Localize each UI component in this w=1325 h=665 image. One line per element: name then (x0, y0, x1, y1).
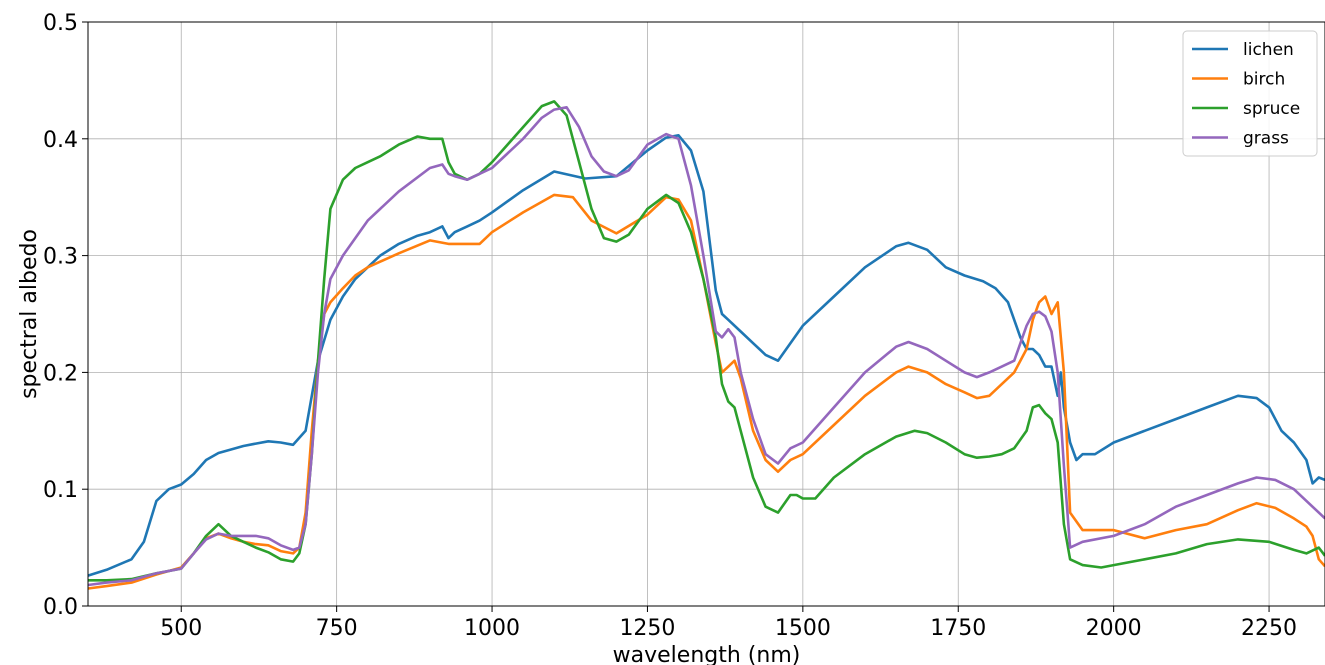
y-axis: 0.0 0.1 0.2 0.3 0.4 0.5 (43, 11, 88, 620)
plot-frame (87, 21, 1325, 607)
legend-label-lichen: lichen (1243, 40, 1294, 60)
x-tick-label: 1500 (775, 616, 831, 641)
x-tick-label: 750 (316, 616, 358, 641)
x-axis: 500 750 1000 1250 1500 1750 2000 2250 (160, 606, 1297, 641)
x-axis-label: wavelength (nm) (613, 643, 801, 665)
x-tick-label: 1750 (930, 616, 986, 641)
series-line-birch (88, 193, 1325, 590)
legend-label-spruce: spruce (1243, 99, 1300, 119)
y-axis-label: spectral albedo (17, 229, 42, 399)
grid (88, 21, 1325, 607)
series-line-spruce (88, 100, 1325, 582)
x-tick-label: 2000 (1086, 616, 1142, 641)
legend-label-birch: birch (1243, 70, 1285, 90)
series-line-lichen (88, 134, 1325, 577)
legend: lichen birch spruce grass (1182, 30, 1318, 157)
legend-box (1182, 30, 1318, 157)
y-tick-label: 0.5 (43, 11, 78, 36)
y-tick-label: 0.0 (43, 595, 78, 620)
y-tick-label: 0.1 (43, 478, 78, 503)
x-tick-label: 2250 (1241, 616, 1297, 641)
y-tick-label: 0.3 (43, 245, 78, 270)
x-tick-label: 500 (160, 616, 202, 641)
legend-label-grass: grass (1243, 129, 1289, 149)
series-line-grass (88, 106, 1325, 587)
x-tick-label: 1250 (619, 616, 675, 641)
y-tick-label: 0.4 (43, 128, 78, 153)
plot-area (88, 100, 1325, 590)
y-tick-label: 0.2 (43, 361, 78, 386)
x-tick-label: 1000 (464, 616, 520, 641)
